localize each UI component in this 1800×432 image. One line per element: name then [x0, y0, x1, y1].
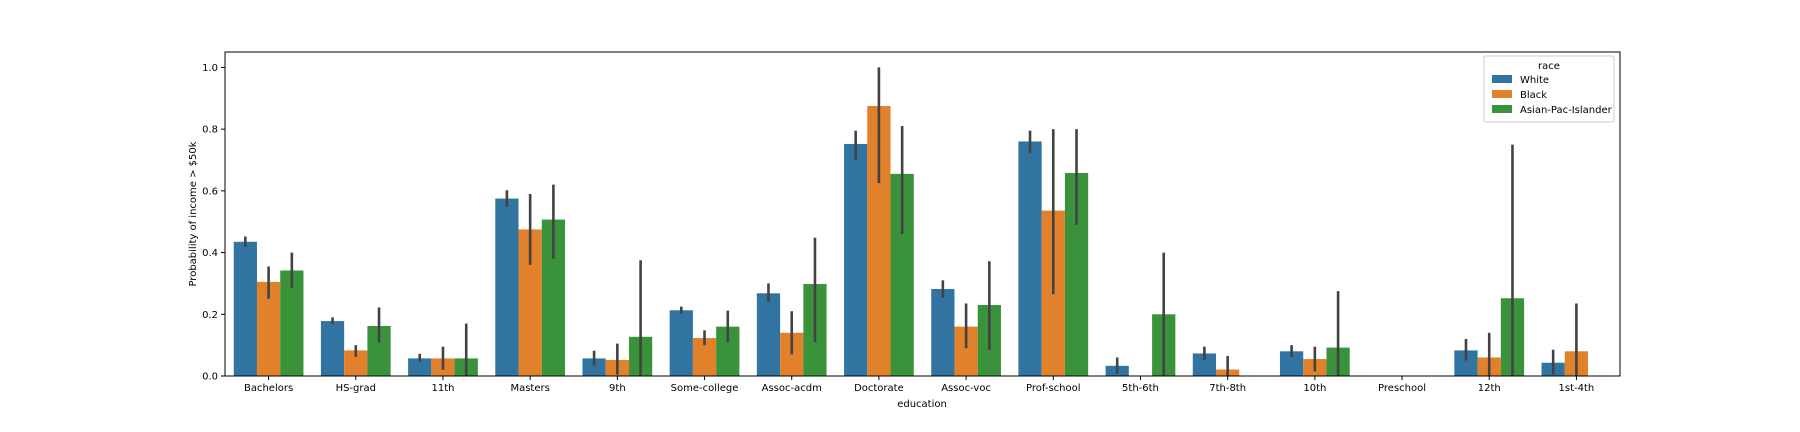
x-tick-label: Preschool	[1378, 383, 1426, 394]
legend-swatch	[1492, 75, 1512, 83]
legend-box	[1483, 55, 1615, 123]
y-tick-label: 1.0	[202, 63, 218, 74]
x-tick-label: 9th	[609, 383, 626, 394]
x-tick-label: 1st-4th	[1559, 383, 1595, 394]
bar-black-doctorate	[867, 106, 891, 376]
x-tick-label: 11th	[431, 383, 454, 394]
y-axis-label: Probability of income > $50k	[188, 141, 199, 286]
bar-white-7th-8th	[1192, 353, 1217, 376]
bar-black-assoc-voc	[954, 326, 978, 376]
x-tick-label: Assoc-voc	[941, 383, 991, 394]
x-tick-label: Prof-school	[1026, 383, 1081, 394]
y-tick-label: 0.6	[202, 186, 218, 197]
legend: race White Black Asian-Pac-Islander	[1483, 55, 1615, 123]
x-tick-label: Masters	[510, 383, 549, 394]
x-axis-label: education	[897, 399, 947, 410]
x-tick-label: 7th-8th	[1209, 383, 1246, 394]
x-tick-label: Bachelors	[244, 383, 293, 394]
bar-white-masters	[495, 198, 519, 376]
x-axis: Bachelors HS-grad 11th Masters 9th Some-colle…	[244, 376, 1594, 394]
y-tick-label: 0.0	[202, 372, 218, 383]
bar-white-bachelors	[233, 241, 257, 376]
bar-white-some-college	[669, 310, 693, 376]
bar-white-hs-grad	[320, 321, 345, 376]
y-tick-label: 0.4	[202, 248, 218, 259]
bars-layer	[233, 106, 1589, 376]
bar-white-assoc-voc	[931, 288, 955, 376]
x-tick-label: Some-college	[671, 383, 739, 394]
x-tick-label: Assoc-acdm	[762, 383, 822, 394]
x-tick-label: Doctorate	[854, 383, 904, 394]
bar-asian-pac-islander-doctorate	[890, 173, 914, 376]
bar-white-assoc-acdm	[756, 293, 781, 376]
legend-swatch	[1492, 105, 1512, 113]
bar-black-hs-grad	[344, 350, 368, 376]
legend-entry-label: Asian-Pac-Islander	[1520, 105, 1613, 116]
bar-white-10th	[1279, 351, 1304, 376]
legend-title: race	[1538, 61, 1560, 72]
legend-entry-label: White	[1520, 75, 1549, 86]
y-tick-label: 0.8	[202, 125, 218, 136]
x-tick-label: 12th	[1478, 383, 1501, 394]
x-tick-label: HS-grad	[336, 383, 376, 394]
legend-swatch	[1492, 90, 1512, 98]
bar-asian-pac-islander-masters	[541, 219, 566, 376]
bar-black-bachelors	[256, 281, 281, 376]
bar-asian-pac-islander-bachelors	[280, 270, 304, 376]
x-tick-label: 5th-6th	[1122, 383, 1159, 394]
y-tick-label: 0.2	[202, 310, 218, 321]
bar-asian-pac-islander-prof-school	[1064, 172, 1089, 376]
bar-white-9th	[582, 358, 606, 376]
bar-black-masters	[518, 229, 542, 376]
bar-asian-pac-islander-hs-grad	[367, 326, 391, 376]
error-bars-layer	[244, 67, 1578, 376]
plot-frame	[224, 51, 1621, 377]
y-axis: 0.0 0.2 0.4 0.6 0.8 1.0	[202, 63, 225, 383]
bar-white-12th	[1454, 350, 1478, 376]
bar-black-some-college	[692, 338, 717, 376]
x-tick-label: 10th	[1303, 383, 1326, 394]
legend-entry-label: Black	[1520, 90, 1547, 101]
bar-white-doctorate	[844, 143, 868, 376]
bar-asian-pac-islander-some-college	[716, 326, 740, 376]
bar-white-11th	[408, 358, 432, 376]
bar-white-prof-school	[1018, 141, 1042, 376]
